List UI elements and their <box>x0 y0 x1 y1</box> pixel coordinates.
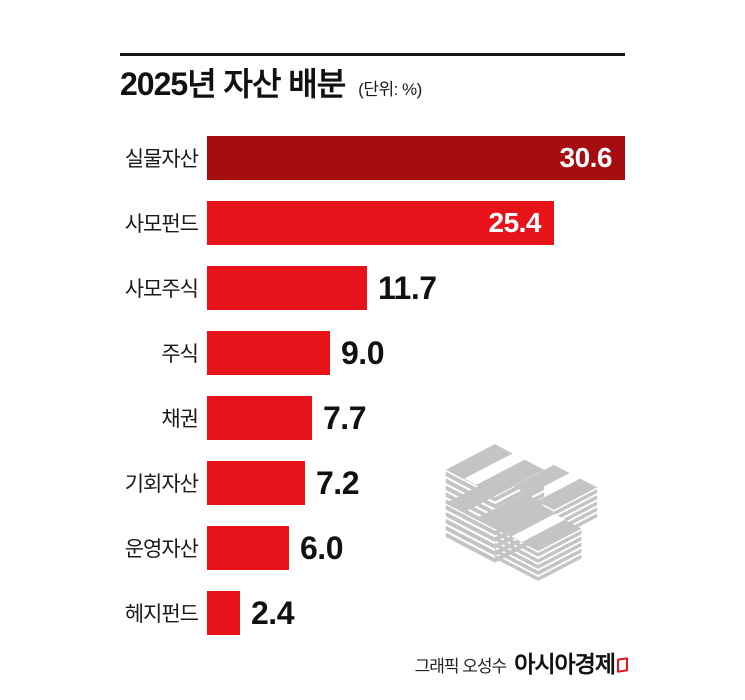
bar <box>207 526 289 570</box>
value-label: 9.0 <box>341 334 384 371</box>
chart-row: 실물자산 30.6 <box>120 136 640 180</box>
value-label: 30.6 <box>559 142 613 173</box>
value-label: 6.0 <box>300 529 343 566</box>
chart-row: 사모주식 11.7 <box>120 266 640 310</box>
unit-label: (단위: %) <box>358 80 422 99</box>
value-label: 2.4 <box>251 594 294 631</box>
money-stacks-icon <box>445 444 598 582</box>
category-label: 실물자산 <box>124 148 199 171</box>
category-label: 운영자산 <box>124 538 199 561</box>
bar-chart: 실물자산 30.6 사모펀드 25.4 사모주식 11.7 주식 9.0 채권 7.7 기회자산 7.… <box>120 136 640 635</box>
chart-title: 2025년 자산 배분 <box>120 66 346 102</box>
bar <box>207 331 330 375</box>
value-label: 7.2 <box>316 464 359 501</box>
category-label: 채권 <box>161 408 199 431</box>
bar: 25.4 <box>207 201 554 245</box>
top-rule <box>120 53 625 56</box>
category-label: 헤지펀드 <box>124 603 199 626</box>
category-label: 사모펀드 <box>124 213 199 236</box>
chart-row: 헤지펀드 2.4 <box>120 591 640 635</box>
credit-text: 그래픽 오성수 <box>414 657 508 676</box>
value-label: 11.7 <box>378 269 437 306</box>
bar <box>207 266 367 310</box>
chart-row: 기회자산 7.2 <box>120 461 640 505</box>
brand-logo: 아시아경제 <box>514 651 616 677</box>
bar <box>207 591 240 635</box>
credit-footer: 그래픽 오성수 아시아경제 <box>120 645 628 684</box>
chart-row: 채권 7.7 <box>120 396 640 440</box>
chart-row: 사모펀드 25.4 <box>120 201 640 245</box>
bar: 30.6 <box>207 136 625 180</box>
bar <box>207 461 305 505</box>
chart-header: 2025년 자산 배분 (단위: %) <box>120 64 422 104</box>
category-label: 사모주식 <box>124 278 199 301</box>
brand-mark-icon <box>617 657 628 673</box>
value-label: 25.4 <box>488 207 542 238</box>
value-label: 7.7 <box>323 399 366 436</box>
chart-row: 운영자산 6.0 <box>120 526 640 570</box>
chart-row: 주식 9.0 <box>120 331 640 375</box>
category-label: 기회자산 <box>124 473 199 496</box>
bar <box>207 396 312 440</box>
category-label: 주식 <box>161 343 199 366</box>
